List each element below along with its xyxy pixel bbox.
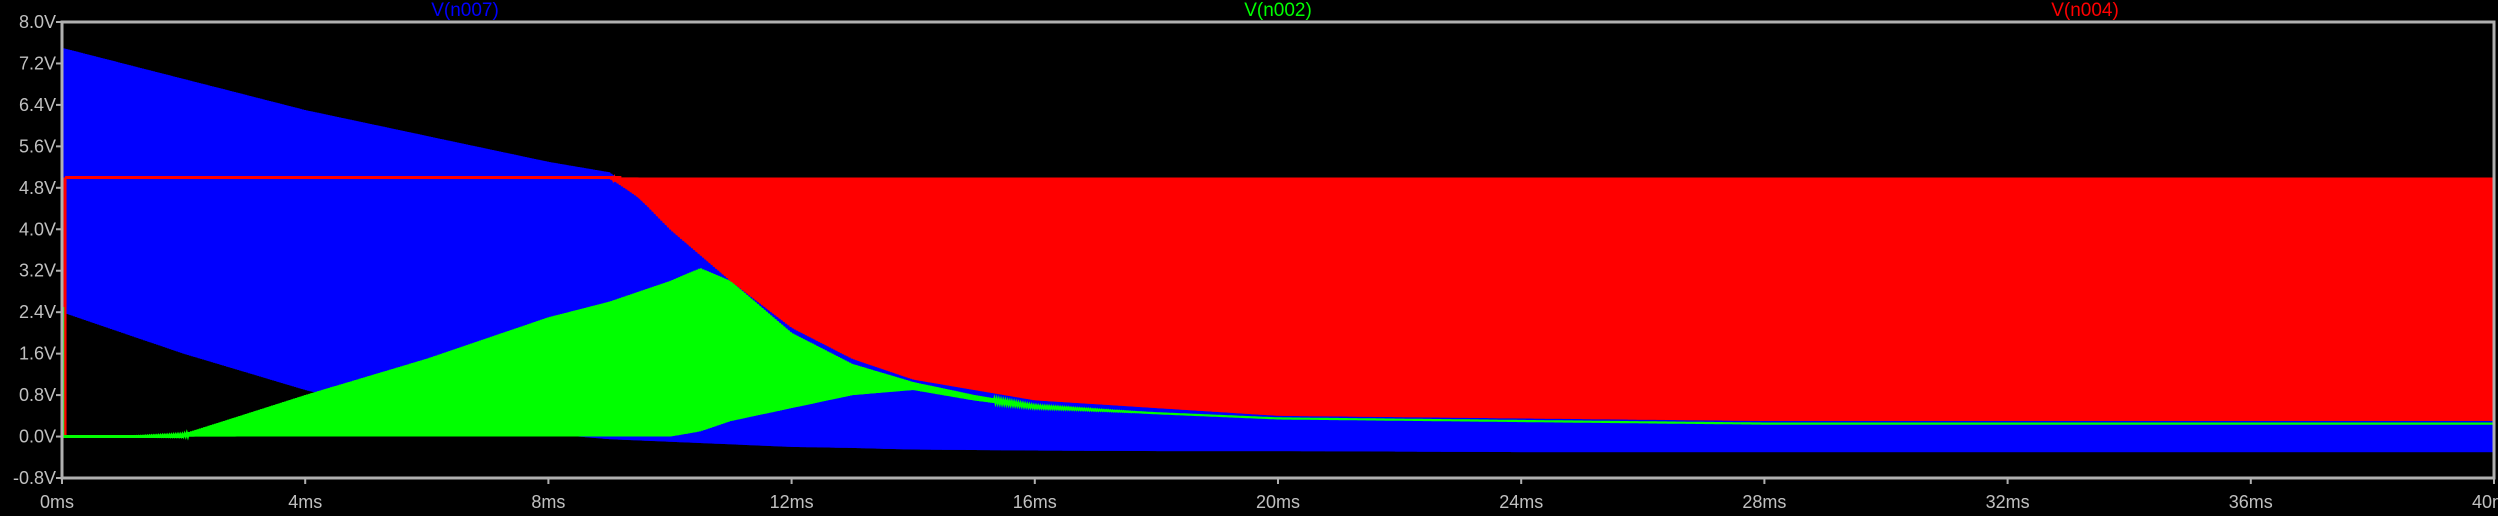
x-tick-label: 12ms [770,492,814,512]
x-axis-ticks: 0ms 4ms 8ms 12ms 16ms 20ms 24ms 28ms 32ms 36ms 40m… [40,478,2498,512]
series-band [62,270,2494,437]
x-tick-label: 4ms [288,492,322,512]
y-tick-label: 8.0V [19,12,56,32]
x-tick-label: 24ms [1499,492,1543,512]
y-tick-label: 0.8V [19,385,56,405]
y-tick-label: 4.0V [19,219,56,239]
x-tick-label: 8ms [531,492,565,512]
y-tick-label: 0.0V [19,427,56,447]
x-tick-label: 20ms [1256,492,1300,512]
x-tick-label: 0ms [40,492,74,512]
legend: V(n007) V(n002) V(n004) [431,0,2119,21]
y-tick-label: 3.2V [19,261,56,281]
series-band [65,177,2494,421]
y-tick-label: -0.8V [13,468,56,488]
x-tick-label: 32ms [1986,492,2030,512]
y-tick-label: 2.4V [19,302,56,322]
x-tick-label: 40ms [2472,492,2498,512]
y-axis-ticks: 8.0V 7.2V 6.4V 5.6V 4.8V 4.0V 3.2V 2.4V 1.6V 0.8V… [13,12,62,488]
series-traces [62,47,2494,453]
y-tick-label: 7.2V [19,53,56,73]
legend-entry: V(n007) [431,0,499,21]
x-tick-label: 16ms [1013,492,1057,512]
legend-entry: V(n002) [1244,0,1312,21]
y-tick-label: 6.4V [19,95,56,115]
y-tick-label: 4.8V [19,178,56,198]
y-tick-label: 5.6V [19,136,56,156]
series-1 [62,268,2494,441]
legend-entry: V(n004) [2051,0,2119,21]
x-tick-label: 36ms [2229,492,2273,512]
x-tick-label: 28ms [1742,492,1786,512]
y-tick-label: 1.6V [19,344,56,364]
plot-frame [60,20,2496,480]
